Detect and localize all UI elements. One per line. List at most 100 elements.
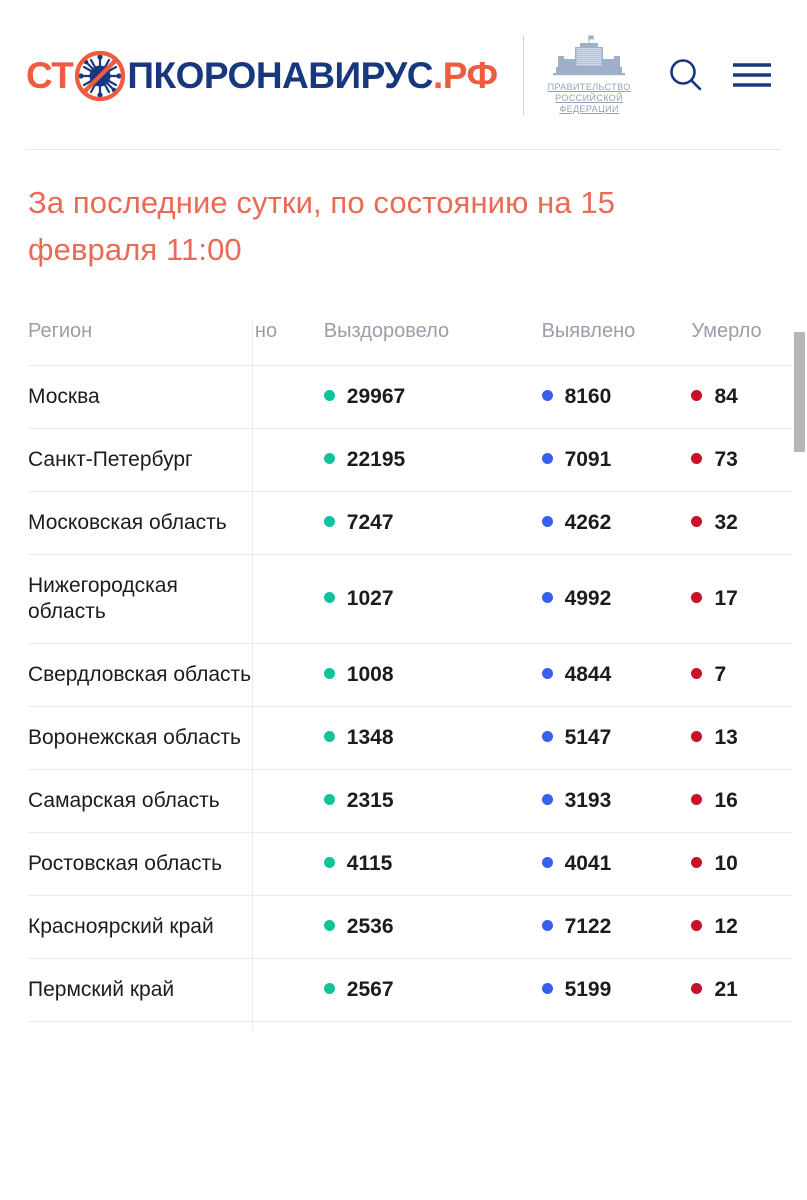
cell-recovered-value: 1008 bbox=[346, 663, 394, 686]
stats-table-container[interactable]: Регион но Выздоровело Выявлено Умерло Мо… bbox=[0, 320, 807, 1030]
cell-died: 32 bbox=[691, 491, 807, 555]
cell-truncated-column bbox=[254, 491, 324, 555]
table-row[interactable]: Воронежская область 1348 5147 13 bbox=[28, 706, 807, 770]
cell-died-value: 17 bbox=[714, 587, 738, 610]
detected-dot-icon bbox=[541, 453, 553, 464]
recovered-dot-icon bbox=[323, 794, 335, 805]
recovered-dot-icon bbox=[323, 516, 335, 527]
table-row[interactable]: Московская область 7247 4262 32 bbox=[28, 491, 807, 555]
cell-detected: 5147 bbox=[541, 706, 692, 770]
detected-dot-icon bbox=[541, 516, 553, 527]
cell-died-value: 7 bbox=[714, 663, 727, 686]
virus-stop-sign-icon bbox=[74, 50, 126, 102]
cell-region: Санкт-Петербург bbox=[28, 428, 255, 492]
cell-recovered: 22195 bbox=[323, 428, 542, 492]
cell-recovered-value: 29967 bbox=[346, 385, 406, 408]
cell-died-value: 13 bbox=[714, 726, 738, 749]
cell-detected-value: 7091 bbox=[564, 448, 612, 471]
detected-dot-icon bbox=[541, 668, 553, 679]
stats-table: Регион но Выздоровело Выявлено Умерло Мо… bbox=[28, 320, 807, 1022]
header-actions bbox=[667, 56, 781, 94]
cell-recovered-value: 22195 bbox=[346, 448, 406, 471]
recovered-dot-icon bbox=[323, 857, 335, 868]
recovered-dot-icon bbox=[323, 983, 335, 994]
logo-prefix: СТ bbox=[26, 54, 74, 96]
detected-dot-icon bbox=[541, 390, 553, 401]
vertical-scrollbar[interactable] bbox=[792, 300, 807, 1200]
government-emblem[interactable]: ПРАВИТЕЛЬСТВО РОССИЙСКОЙ ФЕДЕРАЦИИ bbox=[548, 35, 631, 115]
detected-dot-icon bbox=[541, 794, 553, 805]
cell-recovered-value: 1027 bbox=[346, 587, 394, 610]
cell-recovered-value: 7247 bbox=[346, 511, 394, 534]
cell-died: 7 bbox=[691, 643, 807, 707]
recovered-dot-icon bbox=[323, 668, 335, 679]
cell-died: 16 bbox=[691, 769, 807, 833]
table-row[interactable]: Самарская область 2315 3193 16 bbox=[28, 769, 807, 833]
site-header: СТ bbox=[0, 0, 807, 150]
page-title: За последние сутки, по состоянию на 15 ф… bbox=[28, 185, 616, 267]
recovered-dot-icon bbox=[323, 920, 335, 931]
column-header-died[interactable]: Умерло bbox=[691, 320, 762, 342]
cell-recovered-value: 2536 bbox=[346, 915, 394, 938]
search-icon[interactable] bbox=[667, 56, 705, 94]
recovered-dot-icon bbox=[323, 453, 335, 464]
vertical-scrollbar-thumb[interactable] bbox=[794, 332, 805, 452]
cell-detected-value: 4041 bbox=[564, 852, 612, 875]
cell-died: 73 bbox=[691, 428, 807, 492]
cell-detected: 4992 bbox=[541, 554, 692, 644]
cell-died-value: 12 bbox=[714, 915, 738, 938]
cell-recovered: 1027 bbox=[323, 554, 542, 644]
stats-table-head: Регион но Выздоровело Выявлено Умерло bbox=[28, 320, 807, 366]
cell-detected: 4262 bbox=[541, 491, 692, 555]
table-row[interactable]: Пермский край 2567 5199 21 bbox=[28, 958, 807, 1022]
cell-detected-value: 4262 bbox=[564, 511, 612, 534]
column-header-detected[interactable]: Выявлено bbox=[541, 320, 636, 342]
died-dot-icon bbox=[691, 390, 703, 401]
table-row[interactable]: Санкт-Петербург 22195 7091 73 bbox=[28, 428, 807, 492]
detected-dot-icon bbox=[541, 731, 553, 742]
died-dot-icon bbox=[691, 794, 703, 805]
table-row[interactable]: Нижегородская область 1027 4992 17 bbox=[28, 554, 807, 644]
cell-detected: 7091 bbox=[541, 428, 692, 492]
detected-dot-icon bbox=[541, 592, 553, 603]
cell-region: Нижегородская область bbox=[28, 554, 255, 644]
cell-detected-value: 4992 bbox=[564, 587, 612, 610]
table-row[interactable]: Свердловская область 1008 4844 7 bbox=[28, 643, 807, 707]
cell-detected-value: 3193 bbox=[564, 789, 612, 812]
table-row[interactable]: Москва 29967 8160 84 bbox=[28, 365, 807, 429]
cell-died: 10 bbox=[691, 832, 807, 896]
cell-truncated-column bbox=[254, 895, 324, 959]
header-vertical-divider bbox=[522, 35, 524, 115]
died-dot-icon bbox=[691, 983, 703, 994]
cell-died-value: 84 bbox=[714, 385, 738, 408]
cell-recovered: 1348 bbox=[323, 706, 542, 770]
hamburger-menu-icon[interactable] bbox=[731, 60, 773, 90]
cell-detected-value: 8160 bbox=[564, 385, 612, 408]
cell-recovered: 1008 bbox=[323, 643, 542, 707]
cell-truncated-column bbox=[254, 428, 324, 492]
table-row[interactable]: Ростовская область 4115 4041 10 bbox=[28, 832, 807, 896]
cell-region: Свердловская область bbox=[28, 643, 255, 707]
cell-recovered: 29967 bbox=[323, 365, 542, 429]
died-dot-icon bbox=[691, 592, 703, 603]
cell-recovered: 4115 bbox=[323, 832, 542, 896]
cell-detected: 8160 bbox=[541, 365, 692, 429]
site-logo[interactable]: СТ bbox=[26, 49, 498, 102]
cell-region: Самарская область bbox=[28, 769, 255, 833]
cell-died-value: 32 bbox=[714, 511, 738, 534]
logo-wordmark: СТ bbox=[26, 49, 498, 102]
cell-region: Воронежская область bbox=[28, 706, 255, 770]
column-header-region[interactable]: Регион bbox=[28, 320, 93, 342]
cell-died-value: 73 bbox=[714, 448, 738, 471]
table-row[interactable]: Красноярский край 2536 7122 12 bbox=[28, 895, 807, 959]
cell-detected: 3193 bbox=[541, 769, 692, 833]
column-header-recovered[interactable]: Выздоровело bbox=[323, 320, 450, 342]
cell-died-value: 16 bbox=[714, 789, 738, 812]
column-header-truncated[interactable]: но bbox=[254, 320, 278, 342]
cell-truncated-column bbox=[254, 769, 324, 833]
cell-detected: 5199 bbox=[541, 958, 692, 1022]
header-bottom-rule bbox=[26, 149, 781, 150]
cell-detected: 7122 bbox=[541, 895, 692, 959]
cell-truncated-column bbox=[254, 554, 324, 644]
